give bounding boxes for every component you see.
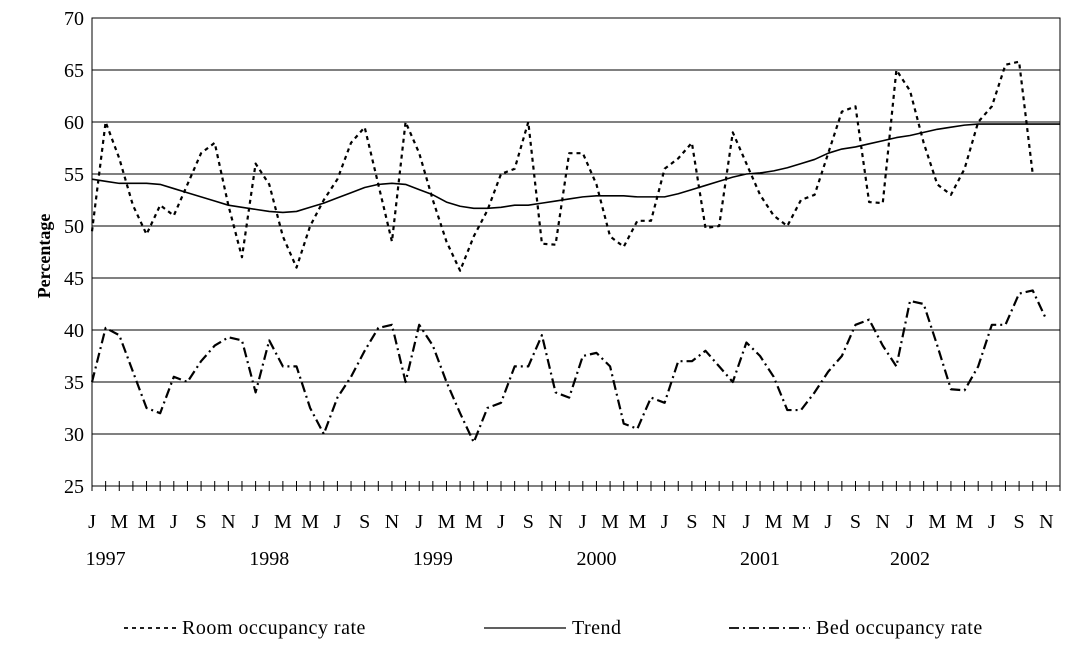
y-tick-label: 55 (64, 164, 84, 186)
x-month-label: J (497, 511, 505, 533)
x-month-label: N (548, 511, 562, 533)
y-tick-label: 60 (64, 112, 84, 134)
x-month-label: M (628, 511, 646, 533)
x-month-label: M (110, 511, 128, 533)
x-month-label: M (138, 511, 156, 533)
y-tick-label: 50 (64, 216, 84, 238)
x-month-label: S (850, 511, 861, 533)
series-line-bed-occupancy-rate (90, 289, 1048, 444)
x-month-label: M (765, 511, 783, 533)
legend-label: Bed occupancy rate (816, 617, 983, 639)
x-month-label: J (743, 511, 751, 533)
y-tick-label: 30 (64, 424, 84, 446)
x-month-label: J (88, 511, 96, 533)
x-month-label: J (415, 511, 423, 533)
x-month-label: M (956, 511, 974, 533)
x-year-label: 1998 (249, 548, 289, 570)
x-month-label: J (252, 511, 260, 533)
x-month-label: J (334, 511, 342, 533)
x-month-label: M (465, 511, 483, 533)
x-month-label: N (1039, 511, 1053, 533)
y-tick-label: 35 (64, 372, 84, 394)
grid-lines (92, 17, 1060, 487)
x-year-label: 1999 (413, 548, 453, 570)
x-month-label: M (274, 511, 292, 533)
x-month-label: J (661, 511, 669, 533)
x-month-label: M (438, 511, 456, 533)
legend-label: Trend (572, 617, 622, 639)
y-tick-label: 25 (64, 476, 84, 498)
x-month-label: J (988, 511, 996, 533)
x-month-label: J (824, 511, 832, 533)
x-month-label: M (601, 511, 619, 533)
x-month-label: N (876, 511, 890, 533)
x-month-label: M (928, 511, 946, 533)
x-month-label: S (359, 511, 370, 533)
x-month-label: N (385, 511, 399, 533)
y-tick-label: 40 (64, 320, 84, 342)
x-month-label: N (221, 511, 235, 533)
y-tick-label: 65 (64, 60, 84, 82)
legend: Room occupancy rate Trend Bed occupancy ra… (124, 617, 983, 639)
legend-label: Room occupancy rate (182, 617, 366, 639)
x-month-label: S (1014, 511, 1025, 533)
x-year-label: 2002 (890, 548, 930, 570)
x-month-label: M (792, 511, 810, 533)
x-month-label: M (301, 511, 319, 533)
y-axis-title: Percentage (34, 214, 54, 299)
x-month-label: J (170, 511, 178, 533)
series-line-trend (91, 123, 1060, 214)
x-month-label: S (196, 511, 207, 533)
x-year-label: 1997 (86, 548, 126, 570)
x-month-label: J (906, 511, 914, 533)
series-line-room-occupancy-rate (90, 60, 1034, 272)
x-month-label: S (686, 511, 697, 533)
x-month-label: N (712, 511, 726, 533)
x-year-label: 2001 (740, 548, 780, 570)
x-year-label: 2000 (576, 548, 616, 570)
x-month-label: J (579, 511, 587, 533)
x-month-label: S (523, 511, 534, 533)
series-lines (90, 60, 1060, 444)
y-tick-label: 45 (64, 268, 84, 290)
plot-area-border (91, 17, 1061, 487)
y-tick-label: 70 (64, 8, 84, 30)
